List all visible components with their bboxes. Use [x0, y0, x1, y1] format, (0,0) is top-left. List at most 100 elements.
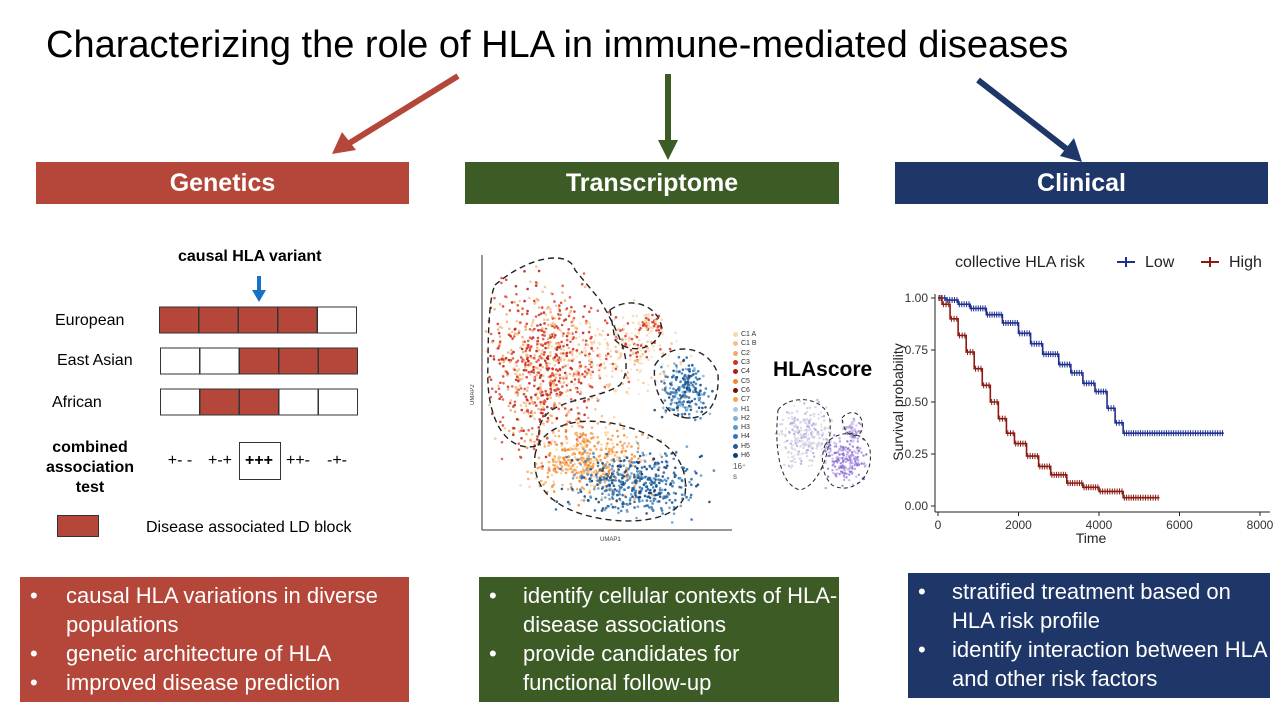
km-x-tick-label: 8000 [1247, 518, 1274, 532]
survival-chart: collective HLA risk Low High 0.00 0.25 0.50 0.… [890, 254, 1274, 546]
combined-test-value: +++ [244, 452, 274, 469]
cluster-legend-swatch [733, 387, 738, 393]
combined-test-label-line3: test [75, 479, 105, 496]
population-label: East Asian [57, 352, 133, 369]
population-label: African [52, 394, 102, 411]
hlascore-outline [776, 399, 831, 491]
highlight-box [239, 442, 281, 480]
cluster-legend-item: H3 [733, 423, 757, 432]
cluster-outline [487, 257, 627, 448]
transcriptome-bullets: identify cellular contexts of HLA-diseas… [479, 577, 839, 702]
cluster-legend-swatch [733, 360, 738, 366]
legend-footnote-2: s [733, 472, 737, 481]
cluster-legend-label: C3 [741, 359, 750, 367]
combined-test-label-line1: combined [52, 439, 128, 456]
combined-test-label: combined association test [36, 438, 144, 498]
cluster-legend-swatch [733, 341, 738, 347]
cluster-legend-label: H1 [741, 405, 750, 413]
ld-block-empty [160, 347, 200, 375]
cluster-outline [534, 420, 687, 522]
cluster-legend-label: H2 [741, 414, 750, 422]
cluster-legend-label: C1 B [741, 340, 757, 348]
cluster-legend-item: H5 [733, 442, 757, 451]
combined-test-value: ++- [285, 452, 310, 469]
ld-block-associated [239, 347, 279, 375]
km-curve-high [938, 297, 1160, 499]
km-x-tick-label: 4000 [1086, 518, 1113, 532]
km-x-tick-label: 0 [935, 518, 942, 532]
ld-block-associated [318, 347, 358, 375]
combined-test-value: +- - [167, 452, 193, 469]
cluster-legend-swatch [733, 378, 738, 384]
ld-block-legend-swatch [57, 515, 99, 537]
km-legend-title: collective HLA risk [955, 254, 1086, 271]
hlascore-label: HLAscore [773, 358, 873, 381]
hlascore-outline [841, 412, 863, 437]
cluster-legend-label: H4 [741, 433, 750, 441]
population-label: European [55, 312, 125, 329]
km-x-tick-label: 2000 [1005, 518, 1032, 532]
ld-block-associated [277, 306, 318, 334]
cluster-legend-label: H5 [741, 442, 750, 450]
genetics-header: Genetics [36, 162, 409, 204]
umap-ylabel: UMAP2 [470, 384, 476, 405]
cluster-legend-item: C6 [733, 386, 757, 395]
title-arrows [332, 73, 1082, 162]
ld-block-empty [199, 347, 240, 375]
combined-test-label-line2: association [45, 459, 135, 476]
cluster-legend-swatch [733, 453, 738, 458]
cluster-outline [653, 348, 719, 419]
cluster-legend-label: C5 [741, 377, 750, 385]
ld-block-associated [238, 306, 278, 334]
bullet-item: causal HLA variations in diverse populat… [20, 581, 409, 639]
km-x-tick-label: 6000 [1166, 518, 1193, 532]
cluster-legend-label: C6 [741, 386, 750, 394]
cluster-legend-label: H6 [741, 452, 750, 459]
km-y-tick-label: 0.75 [905, 343, 929, 357]
cluster-legend-item: H1 [733, 404, 757, 413]
km-y-tick-label: 0.25 [905, 447, 929, 461]
cluster-legend-swatch [733, 406, 738, 412]
cluster-legend-swatch [733, 443, 738, 449]
combined-test-value: +-+ [207, 452, 232, 469]
ld-block-associated [198, 306, 239, 334]
clinical-header: Clinical [895, 162, 1268, 204]
cluster-legend-item: C1 B [733, 339, 757, 348]
arrow-to-transcriptome [658, 74, 678, 160]
cluster-legend-item: C2 [733, 349, 757, 358]
cluster-legend-label: C1 A [741, 331, 757, 339]
ld-block-empty [278, 388, 319, 416]
ld-block-legend-label: Disease associated LD block [146, 519, 352, 536]
causal-variant-label: causal HLA variant [178, 248, 322, 265]
cluster-legend-item: C3 [733, 358, 757, 367]
km-censor-marks-high [938, 295, 1159, 501]
bullet-item: provide candidates for functional follow… [479, 639, 839, 697]
cluster-legend-swatch [733, 332, 738, 338]
km-xlabel: Time [1076, 530, 1107, 546]
km-censor-marks-low [938, 295, 1224, 437]
cluster-legend-item: C1 A [733, 330, 757, 339]
km-y-tick-label: 0.00 [905, 499, 929, 513]
cluster-legend-swatch [733, 350, 738, 356]
km-y-tick-label: 1.00 [905, 291, 929, 305]
umap-points [484, 265, 716, 524]
cluster-legend-item: C7 [733, 395, 757, 404]
km-legend-label: Low [1145, 254, 1175, 271]
cluster-legend-swatch [733, 369, 738, 375]
bullet-item: genetic architecture of HLA [20, 639, 409, 668]
cluster-legend-item: C5 [733, 376, 757, 385]
ld-block-associated [199, 388, 240, 416]
cluster-legend-swatch [733, 415, 738, 421]
cluster-legend-swatch [733, 397, 738, 403]
arrow-to-clinical [976, 77, 1082, 162]
km-legend-label: High [1229, 254, 1262, 271]
cluster-legend-swatch [733, 425, 738, 431]
ld-block-grid [159, 306, 358, 416]
cluster-legend-item: H2 [733, 414, 757, 423]
clinical-bullets: stratified treatment based on HLA risk p… [908, 573, 1270, 698]
transcriptome-header: Transcriptome [465, 162, 839, 204]
cluster-legend-item: C4 [733, 367, 757, 376]
ld-block-empty [160, 388, 200, 416]
causal-variant-arrow-icon [252, 276, 266, 302]
cluster-legend: C1 A C1 B C2 C3 C4 C5 C6 C7 H1 H2 H3 H4 H5 H6 [733, 330, 757, 460]
